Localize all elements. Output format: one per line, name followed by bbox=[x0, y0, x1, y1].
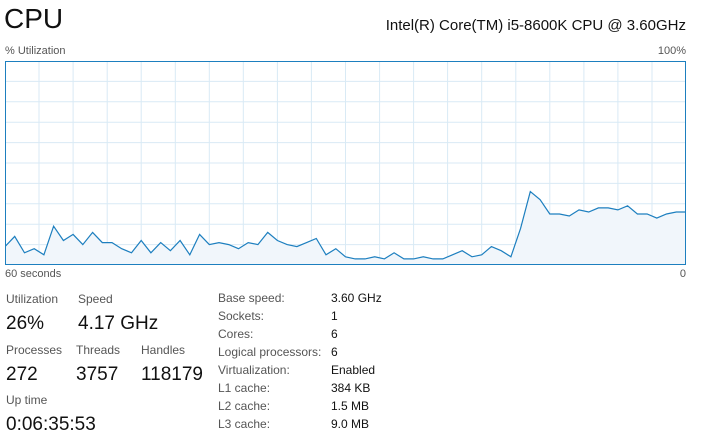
stat-speed-label: Speed bbox=[78, 292, 113, 306]
stat-processes-value: 272 bbox=[6, 364, 38, 385]
stat-utilization-label: Utilization bbox=[6, 292, 59, 306]
stat-handles-label: Handles bbox=[141, 343, 186, 357]
stat-processes-label: Processes bbox=[6, 343, 63, 357]
spec-base-speed-value: 3.60 GHz bbox=[331, 291, 382, 305]
spec-l3-cache-label: L3 cache: bbox=[218, 417, 271, 431]
stat-speed: Speed 4.17 GHz bbox=[78, 292, 158, 336]
cpu-utilization-graph[interactable] bbox=[5, 61, 686, 265]
spec-virtualization-value: Enabled bbox=[331, 363, 376, 377]
stat-threads: Threads 3757 bbox=[76, 343, 120, 387]
graph-y-max-label: 100% bbox=[657, 45, 686, 57]
spec-l1-cache-label: L1 cache: bbox=[218, 381, 271, 395]
graph-x-right-label: 0 bbox=[679, 268, 686, 280]
stat-utilization-value: 26% bbox=[6, 313, 45, 334]
graph-y-axis-label: % Utilization bbox=[5, 45, 66, 57]
spec-sockets-label: Sockets: bbox=[218, 309, 265, 323]
spec-base-speed-label: Base speed: bbox=[218, 291, 285, 305]
spec-logical-processors-value: 6 bbox=[331, 345, 338, 359]
page-title: CPU bbox=[4, 3, 64, 34]
utilization-line bbox=[5, 190, 686, 260]
stat-utilization: Utilization 26% bbox=[6, 292, 58, 336]
stat-processes: Processes 272 bbox=[6, 343, 62, 387]
spec-sockets-value: 1 bbox=[331, 309, 338, 323]
spec-l2-cache-label: L2 cache: bbox=[218, 399, 271, 413]
stat-handles: Handles 118179 bbox=[141, 343, 203, 387]
spec-l2-cache-value: 1.5 MB bbox=[331, 399, 370, 413]
graph-grid bbox=[5, 61, 686, 265]
stat-uptime: Up time 0:06:35:53 bbox=[6, 393, 96, 437]
graph-border bbox=[5, 61, 686, 265]
stat-uptime-label: Up time bbox=[6, 393, 48, 407]
stat-threads-value: 3757 bbox=[76, 364, 119, 385]
stat-handles-value: 118179 bbox=[141, 364, 203, 385]
spec-l3-cache-value: 9.0 MB bbox=[331, 417, 370, 431]
cpu-model-name: Intel(R) Core(TM) i5-8600K CPU @ 3.60GHz bbox=[385, 17, 686, 34]
stat-threads-label: Threads bbox=[76, 343, 121, 357]
utilization-area bbox=[5, 191, 686, 265]
stat-speed-value: 4.17 GHz bbox=[78, 313, 159, 334]
spec-virtualization-label: Virtualization: bbox=[218, 363, 290, 377]
graph-x-left-label: 60 seconds bbox=[5, 268, 62, 280]
spec-l1-cache-value: 384 KB bbox=[331, 381, 371, 395]
stat-uptime-value: 0:06:35:53 bbox=[6, 414, 96, 435]
spec-logical-processors-label: Logical processors: bbox=[218, 345, 322, 359]
spec-cores-label: Cores: bbox=[218, 327, 254, 341]
spec-cores-value: 6 bbox=[331, 327, 338, 341]
